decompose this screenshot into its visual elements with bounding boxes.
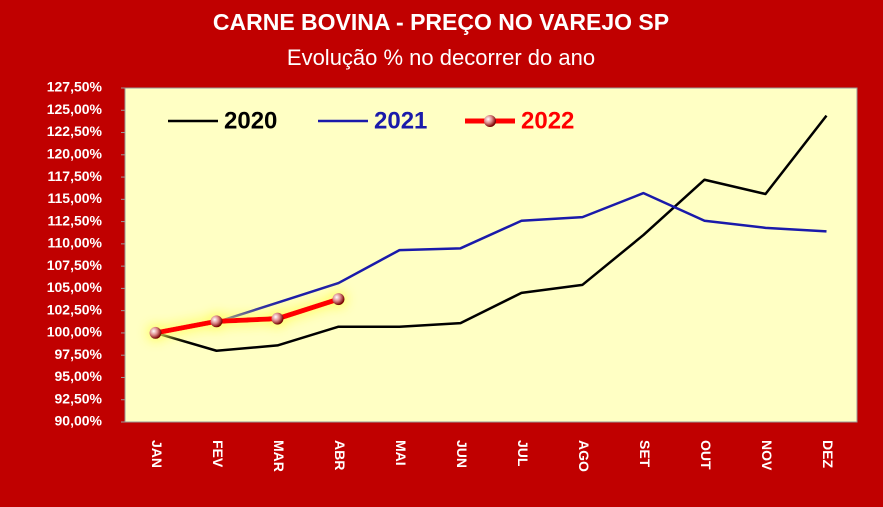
- series: [149, 293, 345, 339]
- y-tick-label: 97,50%: [55, 346, 103, 362]
- marker: [149, 326, 162, 339]
- series: [155, 114, 828, 352]
- y-tick-label: 107,50%: [47, 257, 103, 273]
- x-tick-label: ABR: [332, 440, 348, 470]
- chart-subtitle: Evolução % no decorrer do ano: [287, 45, 595, 70]
- x-tick-label: SET: [637, 440, 653, 468]
- x-tick-label: JUL: [515, 440, 531, 467]
- y-tick-label: 122,50%: [47, 123, 103, 139]
- y-tick-label: 92,50%: [55, 390, 103, 406]
- y-tick-label: 115,00%: [48, 190, 103, 206]
- y-tick-label: 117,50%: [48, 168, 103, 184]
- series-line: [155, 114, 828, 352]
- chart-title: CARNE BOVINA - PREÇO NO VAREJO SP: [213, 9, 669, 35]
- marker: [332, 293, 345, 306]
- y-tick-label: 125,00%: [47, 101, 103, 117]
- legend-marker: [484, 115, 496, 127]
- y-tick-label: 120,00%: [47, 146, 103, 162]
- y-tick-label: 102,50%: [47, 301, 103, 317]
- marker: [210, 315, 223, 328]
- y-tick-label: 127,50%: [47, 79, 103, 95]
- x-tick-label: MAR: [271, 440, 287, 472]
- marker: [271, 312, 284, 325]
- x-tick-label: MAI: [393, 440, 409, 466]
- series-line: [155, 191, 827, 335]
- legend-label: 2020: [224, 107, 277, 134]
- series-line: [155, 296, 340, 336]
- y-tick-label: 95,00%: [55, 368, 103, 384]
- y-tick-label: 90,00%: [55, 413, 103, 429]
- y-tick-label: 105,00%: [47, 279, 103, 295]
- y-tick-label: 112,50%: [48, 212, 103, 228]
- x-tick-label: OUT: [698, 440, 714, 470]
- x-tick-label: AGO: [576, 440, 592, 472]
- x-tick-label: FEV: [210, 440, 226, 468]
- x-tick-label: NOV: [759, 440, 775, 471]
- plot-area: [124, 87, 858, 423]
- x-tick-label: DEZ: [820, 440, 836, 468]
- legend-label: 2022: [521, 107, 574, 134]
- x-tick-label: JUN: [454, 440, 470, 468]
- x-tick-label: JAN: [149, 440, 165, 468]
- y-tick-label: 100,00%: [47, 324, 103, 340]
- series: [155, 191, 827, 335]
- legend-label: 2021: [374, 107, 427, 134]
- y-tick-label: 110,00%: [48, 235, 103, 251]
